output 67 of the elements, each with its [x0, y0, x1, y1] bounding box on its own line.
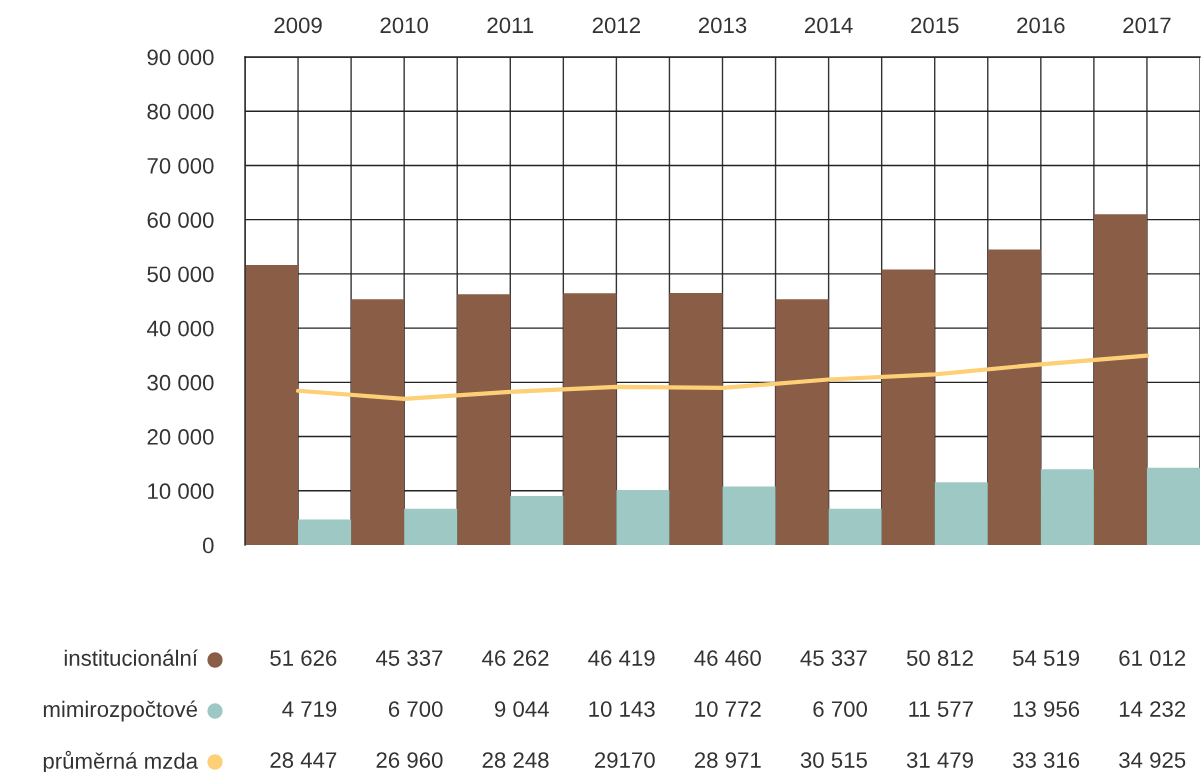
line-series	[295, 353, 1150, 401]
y-tick-label: 70 000	[147, 157, 214, 174]
data-label: 26 960	[376, 752, 443, 768]
data-label: 13 956	[1013, 701, 1080, 717]
data-label: 34 925	[1119, 752, 1186, 768]
data-label: 50 812	[906, 650, 973, 666]
bar	[987, 249, 1041, 545]
legend-label: institucionální	[64, 649, 198, 666]
bar	[1040, 469, 1094, 545]
bar	[457, 294, 511, 545]
bar	[881, 269, 935, 545]
bar	[669, 293, 723, 545]
x-tick-label: 2013	[698, 17, 747, 34]
bar	[934, 482, 988, 545]
x-tick-label: 2016	[1017, 17, 1065, 34]
bar	[563, 293, 617, 545]
bar	[722, 486, 776, 545]
bar	[828, 508, 882, 545]
data-label: 29170	[594, 752, 655, 768]
data-label: 6 700	[388, 701, 443, 717]
data-label: 6 700	[813, 701, 868, 717]
data-label: 9 044	[494, 701, 549, 717]
y-tick-label: 30 000	[147, 374, 214, 391]
data-label: 28 447	[270, 752, 337, 768]
data-label: 46 419	[588, 650, 655, 666]
data-label: 14 232	[1119, 701, 1186, 717]
data-label: 10 143	[589, 701, 655, 717]
data-label: 28 971	[694, 752, 761, 768]
bar	[298, 519, 352, 545]
y-tick-label: 50 000	[147, 266, 214, 283]
data-label: 11 577	[909, 701, 973, 717]
x-tick-label: 2014	[805, 17, 853, 34]
bar	[351, 299, 405, 545]
bar	[616, 490, 670, 545]
data-label: 10 772	[695, 701, 761, 717]
data-label: 46 460	[694, 650, 761, 666]
y-tick-label: 0	[202, 537, 214, 554]
x-tick-label: 2017	[1123, 17, 1171, 34]
x-tick-label: 2010	[380, 17, 429, 34]
data-label: 28 248	[482, 752, 549, 768]
bar	[775, 299, 829, 545]
bar	[404, 508, 458, 545]
data-label: 31 479	[906, 752, 973, 768]
x-tick-label: 2011	[487, 17, 534, 34]
data-label: 4 719	[282, 701, 337, 717]
data-label: 51 626	[270, 650, 337, 666]
bar	[1146, 467, 1200, 545]
data-label: 45 337	[800, 650, 867, 666]
data-label: 30 515	[800, 752, 867, 768]
y-tick-label: 60 000	[147, 212, 214, 228]
y-tick-label: 80 000	[147, 103, 214, 120]
y-tick-label: 20 000	[147, 429, 214, 445]
data-label: 46 262	[482, 650, 549, 666]
y-tick-label: 90 000	[147, 49, 214, 66]
data-label: 33 316	[1012, 752, 1080, 768]
y-tick-label: 40 000	[146, 320, 214, 337]
bar	[245, 265, 299, 545]
x-tick-label: 2012	[592, 17, 640, 34]
data-label: 61 012	[1119, 650, 1186, 666]
legend-label: mimirozpočtové	[43, 700, 198, 722]
data-label: 54 519	[1013, 650, 1080, 666]
x-tick-label: 2009	[274, 17, 322, 34]
bar	[1093, 214, 1147, 545]
y-tick-label: 10 000	[148, 483, 214, 500]
bar	[510, 495, 564, 545]
x-tick-label: 2015	[911, 17, 959, 34]
data-label: 45 337	[375, 650, 443, 666]
